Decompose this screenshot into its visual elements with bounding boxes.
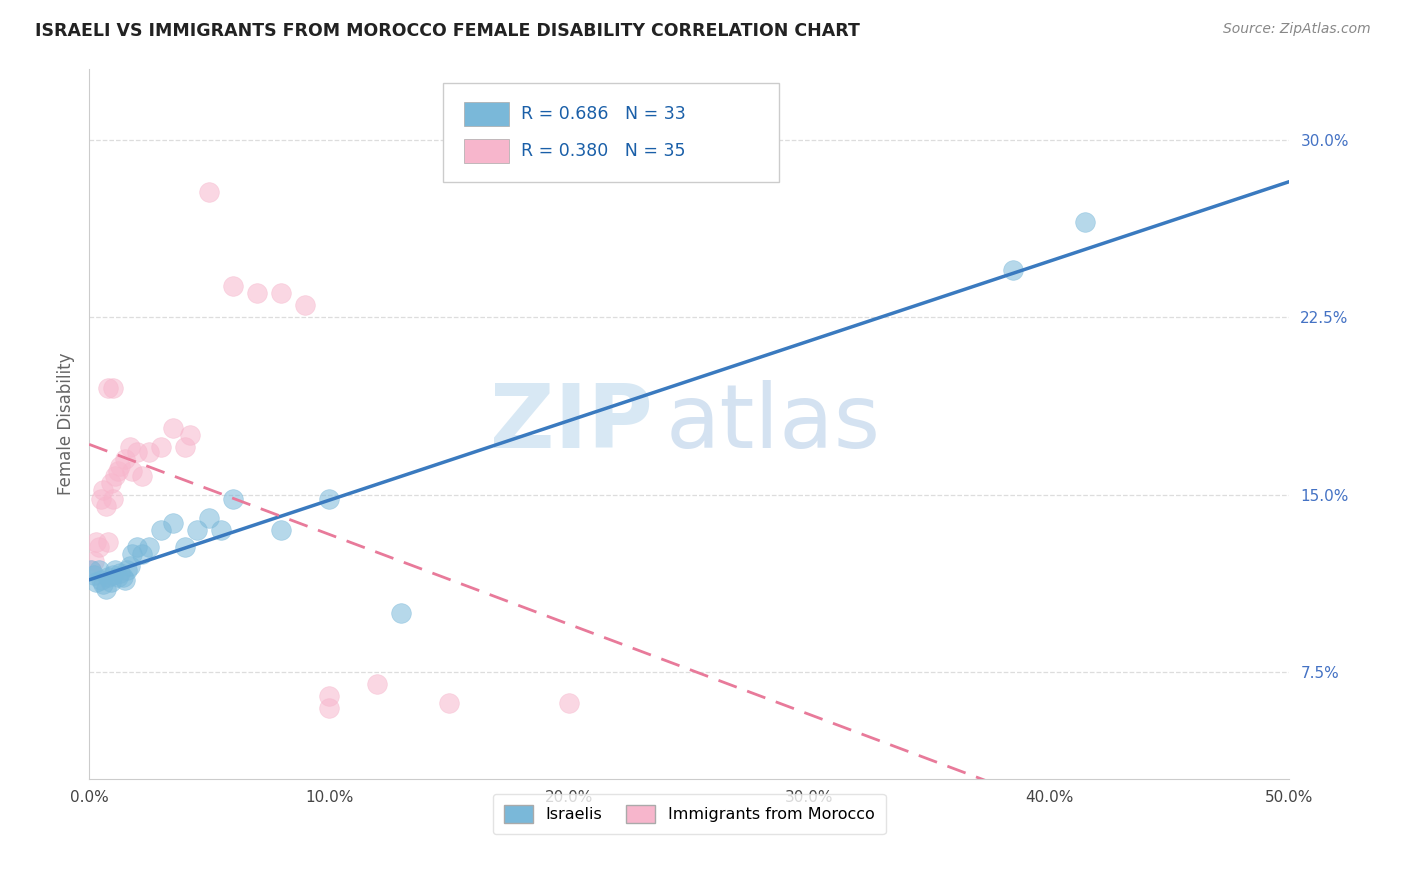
Point (437, 696, 460, 710)
Point (93, 483, 115, 497)
Point (162, 421, 184, 435)
Point (118, 558, 141, 573)
Point (1074, 215, 1097, 229)
Point (97, 534, 120, 549)
Point (131, 468, 153, 483)
Point (150, 440, 173, 454)
Point (100, 575, 122, 590)
Point (118, 440, 141, 454)
Point (162, 516, 184, 530)
Point (198, 511, 221, 525)
Point (107, 464, 129, 478)
Point (94, 500, 117, 514)
Point (150, 523, 173, 537)
Point (209, 523, 232, 537)
Point (107, 570, 129, 584)
Point (318, 689, 340, 703)
Point (101, 568, 124, 582)
Point (174, 440, 197, 454)
Point (222, 279, 245, 293)
Point (87, 563, 110, 577)
Point (117, 563, 139, 577)
Text: Source: ZipAtlas.com: Source: ZipAtlas.com (1223, 22, 1371, 37)
Point (1002, 262, 1025, 277)
Point (110, 459, 132, 474)
Point (222, 492, 245, 507)
Point (198, 185, 221, 199)
FancyBboxPatch shape (464, 139, 509, 163)
Point (246, 286, 269, 301)
Point (186, 523, 208, 537)
Text: R = 0.686   N = 33: R = 0.686 N = 33 (522, 105, 686, 123)
Point (80, 563, 103, 577)
Point (138, 445, 160, 459)
Text: R = 0.380   N = 35: R = 0.380 N = 35 (522, 142, 686, 160)
Point (104, 563, 127, 577)
Point (97, 381, 120, 395)
Point (318, 492, 340, 507)
Point (121, 464, 143, 478)
Point (294, 298, 316, 312)
Point (101, 381, 124, 395)
Point (93, 577, 115, 591)
Point (270, 523, 292, 537)
Point (101, 492, 124, 507)
Point (110, 566, 132, 580)
Point (83, 568, 105, 582)
Point (114, 452, 136, 467)
Point (558, 696, 581, 710)
Point (84, 575, 107, 590)
Point (87, 540, 110, 554)
Point (84, 534, 107, 549)
Point (100, 475, 122, 490)
Point (389, 606, 412, 620)
FancyBboxPatch shape (443, 83, 779, 182)
FancyBboxPatch shape (464, 102, 509, 126)
Point (111, 570, 134, 584)
Point (83, 554, 105, 568)
Text: atlas: atlas (665, 380, 880, 467)
Point (366, 677, 388, 691)
Point (179, 428, 201, 442)
Text: ZIP: ZIP (491, 380, 654, 467)
Point (121, 547, 143, 561)
Point (97, 570, 120, 584)
Point (104, 468, 127, 483)
Point (131, 547, 153, 561)
Point (125, 540, 148, 554)
Point (138, 540, 160, 554)
Y-axis label: Female Disability: Female Disability (58, 352, 75, 495)
Legend: Israelis, Immigrants from Morocco: Israelis, Immigrants from Morocco (492, 794, 886, 835)
Point (270, 286, 292, 301)
Point (125, 445, 148, 459)
Text: ISRAELI VS IMMIGRANTS FROM MOROCCO FEMALE DISABILITY CORRELATION CHART: ISRAELI VS IMMIGRANTS FROM MOROCCO FEMAL… (35, 22, 860, 40)
Point (94, 582, 117, 597)
Point (318, 700, 340, 714)
Point (80, 563, 103, 577)
Point (114, 573, 136, 587)
Point (90, 573, 112, 587)
Point (90, 492, 112, 507)
Point (174, 540, 197, 554)
